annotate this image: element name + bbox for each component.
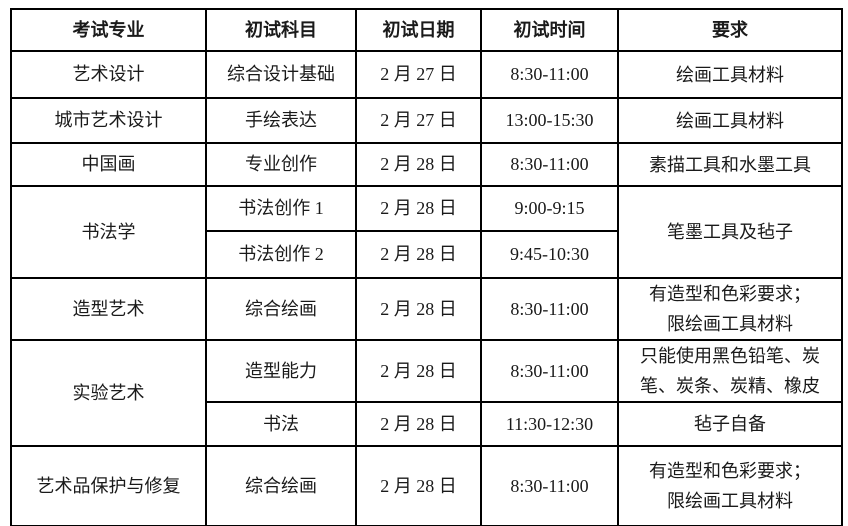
exam-schedule-table: 考试专业 初试科目 初试日期 初试时间 要求 艺术设计 综合设计基础 2 月 2… bbox=[10, 8, 843, 526]
table-row: 实验艺术 造型能力 2 月 28 日 8:30-11:00 只能使用黑色铅笔、炭… bbox=[10, 339, 843, 447]
major-cell: 艺术设计 bbox=[10, 50, 207, 99]
time-cell: 13:00-15:30 bbox=[480, 97, 619, 144]
column-header-time: 初试时间 bbox=[480, 8, 619, 52]
time-cell: 9:00-9:15 bbox=[480, 185, 619, 232]
column-header-requirement: 要求 bbox=[617, 8, 843, 52]
date-cell: 2 月 28 日 bbox=[355, 185, 482, 232]
subject-cell: 专业创作 bbox=[205, 142, 357, 187]
table-row: 造型艺术 综合绘画 2 月 28 日 8:30-11:00 有造型和色彩要求； … bbox=[10, 277, 843, 341]
subject-cell: 造型能力 bbox=[205, 339, 357, 403]
date-cell: 2 月 28 日 bbox=[355, 277, 482, 341]
time-cell: 8:30-11:00 bbox=[480, 339, 619, 403]
time-cell: 8:30-11:00 bbox=[480, 142, 619, 187]
requirement-cell: 有造型和色彩要求； 限绘画工具材料 bbox=[617, 277, 843, 341]
table-row: 中国画 专业创作 2 月 28 日 8:30-11:00 素描工具和水墨工具 bbox=[10, 142, 843, 187]
date-cell: 2 月 28 日 bbox=[355, 401, 482, 447]
major-cell: 城市艺术设计 bbox=[10, 97, 207, 144]
requirement-cell: 绘画工具材料 bbox=[617, 97, 843, 144]
table-row: 书法学 书法创作 1 2 月 28 日 9:00-9:15 笔墨工具及毡子 bbox=[10, 185, 843, 279]
table-row: 艺术品保护与修复 综合绘画 2 月 28 日 8:30-11:00 有造型和色彩… bbox=[10, 445, 843, 526]
requirement-cell: 笔墨工具及毡子 bbox=[617, 185, 843, 279]
major-cell: 造型艺术 bbox=[10, 277, 207, 341]
subject-cell: 综合绘画 bbox=[205, 277, 357, 341]
major-cell: 书法学 bbox=[10, 185, 207, 279]
requirement-cell: 绘画工具材料 bbox=[617, 50, 843, 99]
column-header-subject: 初试科目 bbox=[205, 8, 357, 52]
subject-cell: 综合设计基础 bbox=[205, 50, 357, 99]
subject-cell: 手绘表达 bbox=[205, 97, 357, 144]
column-header-major: 考试专业 bbox=[10, 8, 207, 52]
date-cell: 2 月 28 日 bbox=[355, 339, 482, 403]
requirement-cell: 素描工具和水墨工具 bbox=[617, 142, 843, 187]
time-cell: 8:30-11:00 bbox=[480, 50, 619, 99]
requirement-cell: 有造型和色彩要求； 限绘画工具材料 bbox=[617, 445, 843, 526]
time-cell: 8:30-11:00 bbox=[480, 277, 619, 341]
requirement-cell: 毡子自备 bbox=[617, 401, 843, 447]
table-row: 城市艺术设计 手绘表达 2 月 27 日 13:00-15:30 绘画工具材料 bbox=[10, 97, 843, 144]
requirement-cell: 只能使用黑色铅笔、炭笔、炭条、炭精、橡皮 bbox=[617, 339, 843, 403]
subject-cell: 书法创作 1 bbox=[205, 185, 357, 232]
table-header-row: 考试专业 初试科目 初试日期 初试时间 要求 bbox=[10, 8, 843, 52]
major-cell: 艺术品保护与修复 bbox=[10, 445, 207, 526]
date-cell: 2 月 28 日 bbox=[355, 230, 482, 279]
table-row: 书法 2 月 28 日 11:30-12:30 毡子自备 bbox=[11, 401, 843, 447]
time-cell: 8:30-11:00 bbox=[480, 445, 619, 526]
table-row: 艺术设计 综合设计基础 2 月 27 日 8:30-11:00 绘画工具材料 bbox=[10, 50, 843, 99]
time-cell: 9:45-10:30 bbox=[480, 230, 619, 279]
major-cell: 实验艺术 bbox=[10, 339, 207, 447]
date-cell: 2 月 28 日 bbox=[355, 445, 482, 526]
time-cell: 11:30-12:30 bbox=[480, 401, 619, 447]
subject-cell: 书法创作 2 bbox=[205, 230, 357, 279]
date-cell: 2 月 28 日 bbox=[355, 142, 482, 187]
table-row: 书法创作 2 2 月 28 日 9:45-10:30 bbox=[11, 230, 842, 279]
major-cell: 中国画 bbox=[10, 142, 207, 187]
date-cell: 2 月 27 日 bbox=[355, 97, 482, 144]
subject-cell: 书法 bbox=[205, 401, 357, 447]
date-cell: 2 月 27 日 bbox=[355, 50, 482, 99]
subject-cell: 综合绘画 bbox=[205, 445, 357, 526]
column-header-date: 初试日期 bbox=[355, 8, 482, 52]
